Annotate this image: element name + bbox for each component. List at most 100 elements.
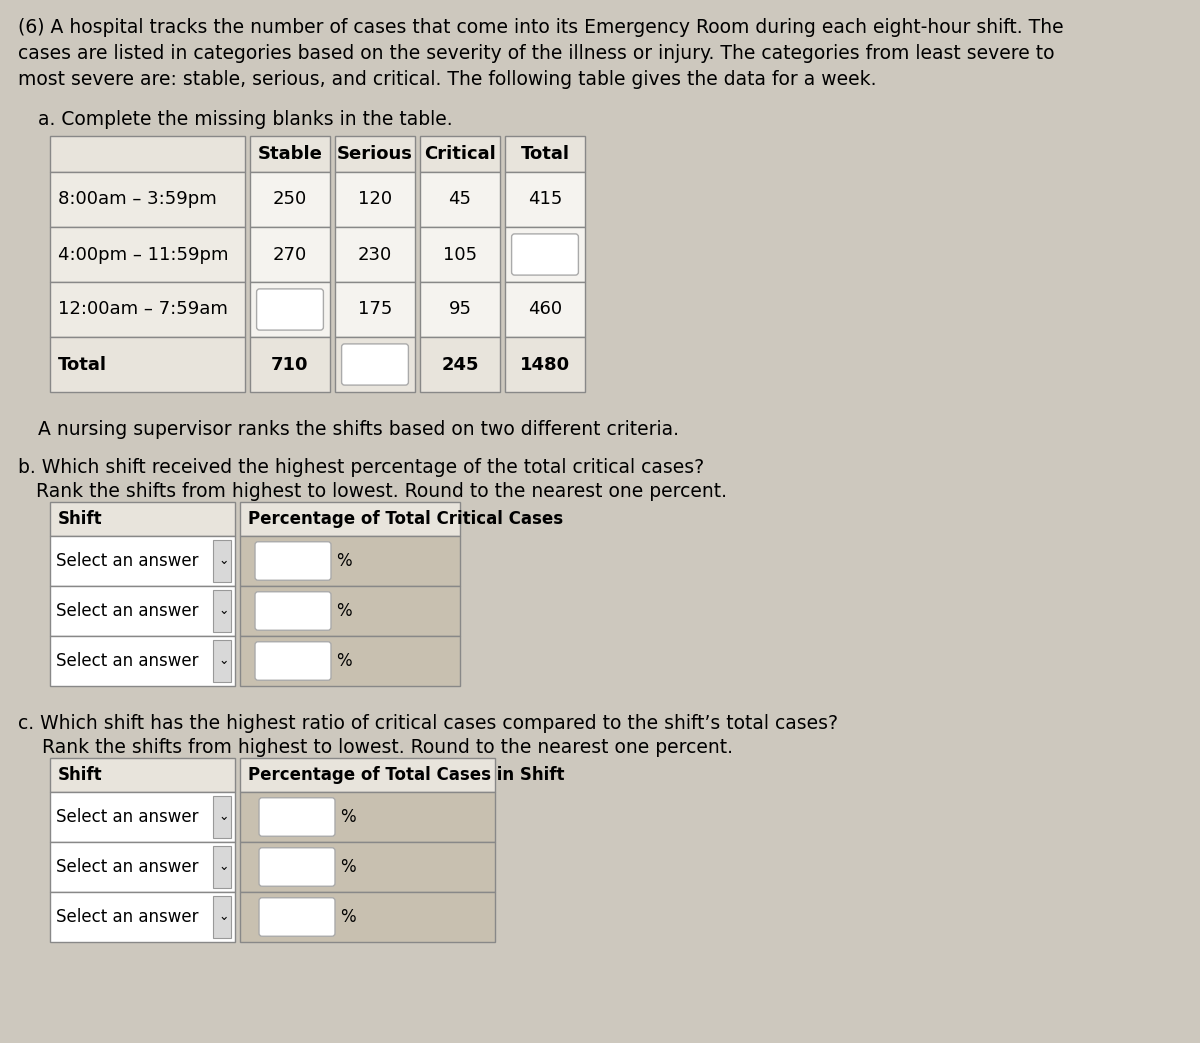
- FancyBboxPatch shape: [259, 798, 335, 836]
- Text: Critical: Critical: [424, 145, 496, 163]
- Bar: [240, 892, 496, 942]
- Text: Shift: Shift: [58, 766, 103, 784]
- Text: 4:00pm – 11:59pm: 4:00pm – 11:59pm: [58, 245, 228, 264]
- Text: %: %: [340, 808, 355, 826]
- Text: %: %: [336, 552, 352, 571]
- Text: ⌄: ⌄: [218, 605, 229, 617]
- Bar: [505, 227, 586, 282]
- Bar: [50, 502, 235, 536]
- Bar: [420, 282, 500, 337]
- Bar: [420, 136, 500, 172]
- Bar: [50, 758, 235, 792]
- Bar: [505, 172, 586, 227]
- Bar: [240, 636, 460, 686]
- Bar: [50, 586, 235, 636]
- Text: 175: 175: [358, 300, 392, 318]
- Text: 12:00am – 7:59am: 12:00am – 7:59am: [58, 300, 228, 318]
- Bar: [250, 282, 330, 337]
- Text: Rank the shifts from highest to lowest. Round to the nearest one percent.: Rank the shifts from highest to lowest. …: [18, 482, 727, 501]
- Text: %: %: [340, 908, 355, 926]
- FancyBboxPatch shape: [259, 898, 335, 937]
- Text: Percentage of Total Critical Cases: Percentage of Total Critical Cases: [248, 510, 563, 528]
- Text: Select an answer: Select an answer: [56, 858, 198, 876]
- Bar: [214, 540, 230, 582]
- Text: most severe are: stable, serious, and critical. The following table gives the da: most severe are: stable, serious, and cr…: [18, 70, 876, 89]
- Bar: [505, 136, 586, 172]
- Text: 105: 105: [443, 245, 478, 264]
- Bar: [50, 136, 245, 172]
- Text: c. Which shift has the highest ratio of critical cases compared to the shift’s t: c. Which shift has the highest ratio of …: [18, 714, 838, 733]
- Text: 270: 270: [272, 245, 307, 264]
- Text: 120: 120: [358, 191, 392, 209]
- Bar: [50, 536, 235, 586]
- Bar: [50, 792, 235, 842]
- Text: Select an answer: Select an answer: [56, 602, 198, 620]
- Bar: [50, 842, 235, 892]
- FancyBboxPatch shape: [256, 641, 331, 680]
- Bar: [240, 758, 496, 792]
- Text: 710: 710: [271, 356, 308, 373]
- Bar: [50, 892, 235, 942]
- Text: 95: 95: [449, 300, 472, 318]
- Text: Total: Total: [58, 356, 107, 373]
- Bar: [505, 282, 586, 337]
- Text: ⌄: ⌄: [218, 911, 229, 923]
- Text: Select an answer: Select an answer: [56, 808, 198, 826]
- Bar: [240, 792, 496, 842]
- Bar: [335, 282, 415, 337]
- Text: 45: 45: [449, 191, 472, 209]
- Text: ⌄: ⌄: [218, 655, 229, 668]
- Bar: [420, 337, 500, 392]
- FancyBboxPatch shape: [511, 234, 578, 275]
- Bar: [250, 136, 330, 172]
- Text: 230: 230: [358, 245, 392, 264]
- Bar: [50, 337, 245, 392]
- Text: Rank the shifts from highest to lowest. Round to the nearest one percent.: Rank the shifts from highest to lowest. …: [18, 738, 733, 757]
- FancyBboxPatch shape: [256, 591, 331, 630]
- FancyBboxPatch shape: [342, 344, 408, 385]
- Bar: [240, 536, 460, 586]
- Bar: [214, 796, 230, 838]
- Bar: [214, 846, 230, 888]
- Text: %: %: [340, 858, 355, 876]
- Text: ⌄: ⌄: [218, 810, 229, 824]
- Bar: [250, 227, 330, 282]
- Bar: [240, 842, 496, 892]
- Text: Percentage of Total Cases in Shift: Percentage of Total Cases in Shift: [248, 766, 564, 784]
- FancyBboxPatch shape: [256, 541, 331, 580]
- Bar: [335, 136, 415, 172]
- Bar: [240, 586, 460, 636]
- Text: 415: 415: [528, 191, 562, 209]
- Text: ⌄: ⌄: [218, 555, 229, 567]
- Bar: [214, 640, 230, 682]
- Text: %: %: [336, 602, 352, 620]
- Text: b. Which shift received the highest percentage of the total critical cases?: b. Which shift received the highest perc…: [18, 458, 704, 477]
- Text: Select an answer: Select an answer: [56, 908, 198, 926]
- Bar: [50, 172, 245, 227]
- Text: 245: 245: [442, 356, 479, 373]
- Bar: [420, 227, 500, 282]
- Bar: [335, 337, 415, 392]
- Bar: [50, 227, 245, 282]
- Bar: [50, 282, 245, 337]
- Text: A nursing supervisor ranks the shifts based on two different criteria.: A nursing supervisor ranks the shifts ba…: [38, 420, 679, 439]
- Bar: [240, 502, 460, 536]
- Bar: [250, 172, 330, 227]
- Bar: [250, 337, 330, 392]
- Text: 8:00am – 3:59pm: 8:00am – 3:59pm: [58, 191, 217, 209]
- Text: a. Complete the missing blanks in the table.: a. Complete the missing blanks in the ta…: [38, 110, 452, 129]
- Text: ⌄: ⌄: [218, 860, 229, 873]
- Text: Select an answer: Select an answer: [56, 652, 198, 670]
- Bar: [335, 227, 415, 282]
- Text: cases are listed in categories based on the severity of the illness or injury. T: cases are listed in categories based on …: [18, 44, 1055, 63]
- Bar: [214, 590, 230, 632]
- Text: Select an answer: Select an answer: [56, 552, 198, 571]
- Text: 460: 460: [528, 300, 562, 318]
- Bar: [505, 337, 586, 392]
- Text: Total: Total: [521, 145, 570, 163]
- Text: Stable: Stable: [258, 145, 323, 163]
- Bar: [50, 636, 235, 686]
- Text: Serious: Serious: [337, 145, 413, 163]
- Text: 1480: 1480: [520, 356, 570, 373]
- FancyBboxPatch shape: [257, 289, 324, 330]
